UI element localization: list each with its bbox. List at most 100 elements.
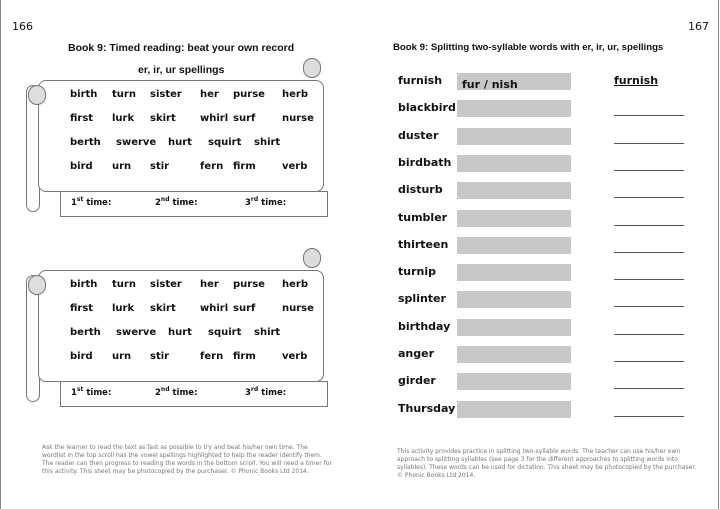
scroll-word: shirt xyxy=(254,137,281,148)
answer-line[interactable] xyxy=(614,101,684,117)
scroll-word: purse xyxy=(233,89,265,100)
scroll-word: bird xyxy=(70,351,93,362)
split-box[interactable] xyxy=(457,127,571,145)
scroll-word: herb xyxy=(282,279,308,290)
scroll-word: skirt xyxy=(150,303,176,314)
scroll-word: surf xyxy=(233,113,256,124)
scroll-curl-icon xyxy=(28,85,46,105)
scroll-word: skirt xyxy=(150,113,176,124)
answer-line[interactable] xyxy=(614,183,684,199)
scroll-word: hurt xyxy=(168,327,192,338)
scroll-word: verb xyxy=(282,351,308,362)
split-box[interactable]: fur / nish xyxy=(457,73,571,91)
scroll-word: sister xyxy=(150,279,182,290)
answer-line[interactable] xyxy=(614,211,684,226)
scroll-word: nurse xyxy=(282,303,314,314)
scroll-curl-icon xyxy=(303,248,321,268)
third-time-label: 3rd time: xyxy=(245,386,287,398)
word-10: anger xyxy=(398,347,435,360)
split-box[interactable] xyxy=(457,264,571,282)
scroll-word: hurt xyxy=(168,137,192,148)
scroll-word: birth xyxy=(70,89,98,100)
scroll-word: birth xyxy=(70,279,98,290)
split-box[interactable] xyxy=(457,291,571,309)
timer-strip: 1st time: 2nd time: 3rd time: xyxy=(60,381,328,407)
split-box[interactable] xyxy=(457,182,571,200)
scroll-word: fern xyxy=(200,161,224,172)
scroll-word: firm xyxy=(233,351,256,362)
scroll-word: turn xyxy=(112,279,136,290)
answer-line[interactable] xyxy=(614,129,684,144)
split-box[interactable] xyxy=(457,346,571,363)
scroll-word: swerve xyxy=(116,137,157,148)
scroll-word: urn xyxy=(112,161,132,172)
split-box[interactable] xyxy=(457,236,571,254)
scroll-word: fern xyxy=(200,351,224,362)
scroll-word: stir xyxy=(150,161,170,172)
split-box[interactable] xyxy=(457,100,571,118)
scroll-word: berth xyxy=(70,327,101,338)
page-number-left: 166 xyxy=(12,20,33,33)
word-scroll xyxy=(38,270,324,382)
scroll-word: verb xyxy=(282,161,308,172)
scroll-word: squirt xyxy=(208,137,242,148)
scroll-word: whirl xyxy=(200,113,229,124)
answer-line[interactable] xyxy=(614,402,684,417)
word-1: blackbird xyxy=(398,101,456,115)
answer-line[interactable] xyxy=(614,156,684,171)
word-6: thirteen xyxy=(398,237,449,251)
scroll-word: nurse xyxy=(282,113,314,124)
word-9: birthday xyxy=(398,319,451,333)
word-12: Thursday xyxy=(398,401,456,415)
split-box[interactable] xyxy=(457,400,571,418)
scroll-word: berth xyxy=(70,137,101,148)
answer-line[interactable] xyxy=(614,292,684,308)
split-box[interactable] xyxy=(457,373,571,391)
left-page-note: Ask the learner to read the text as fast… xyxy=(42,444,332,475)
page-edge-right xyxy=(718,0,719,509)
scroll-word: shirt xyxy=(254,327,281,338)
answer-line[interactable]: furnish xyxy=(614,74,684,88)
first-time-label: 1st time: xyxy=(71,196,112,208)
scroll-word: purse xyxy=(233,279,265,290)
word-3: birdbath xyxy=(398,155,452,169)
scroll-word: swerve xyxy=(116,327,157,338)
scroll-word: stir xyxy=(150,351,170,362)
scroll-word: bird xyxy=(70,161,93,172)
word-8: splinter xyxy=(398,292,446,306)
scroll-word: whirl xyxy=(200,303,229,314)
timer-strip: 1st time: 2nd time: 3rd time: xyxy=(60,191,328,217)
left-page-subtitle: er, ir, ur spellings xyxy=(138,64,225,76)
scroll-word: turn xyxy=(112,89,136,100)
second-time-label: 2nd time: xyxy=(155,196,198,208)
scroll-word: her xyxy=(200,279,219,290)
example-split: fur / nish xyxy=(462,78,518,91)
word-2: duster xyxy=(398,128,439,142)
word-7: turnip xyxy=(398,265,436,279)
split-box[interactable] xyxy=(457,209,571,227)
word-4: disturb xyxy=(398,183,443,197)
word-5: tumbler xyxy=(398,210,448,224)
answer-line[interactable] xyxy=(614,320,684,335)
first-time-label: 1st time: xyxy=(71,386,112,398)
scroll-word: lurk xyxy=(112,303,135,314)
scroll-word: herb xyxy=(282,89,308,100)
answer-line[interactable] xyxy=(614,238,684,253)
answer-line[interactable] xyxy=(614,374,684,390)
split-box[interactable] xyxy=(457,318,571,336)
scroll-curl-icon xyxy=(303,58,321,78)
page-edge-left xyxy=(0,0,1,509)
scroll-word: first xyxy=(70,303,94,314)
word-11: girder xyxy=(398,374,436,388)
page-number-right: 167 xyxy=(688,20,709,33)
right-page-note: This activity provides practice in split… xyxy=(397,448,697,479)
scroll-word: her xyxy=(200,89,219,100)
answer-line[interactable] xyxy=(614,347,684,362)
word-0: furnish xyxy=(398,74,443,87)
left-page-title: Book 9: Timed reading: beat your own rec… xyxy=(68,42,295,54)
right-page-title: Book 9: Splitting two-syllable words wit… xyxy=(393,42,664,53)
split-box[interactable] xyxy=(457,154,571,172)
answer-line[interactable] xyxy=(614,265,684,281)
example-answer: furnish xyxy=(614,74,659,87)
scroll-word: first xyxy=(70,113,94,124)
